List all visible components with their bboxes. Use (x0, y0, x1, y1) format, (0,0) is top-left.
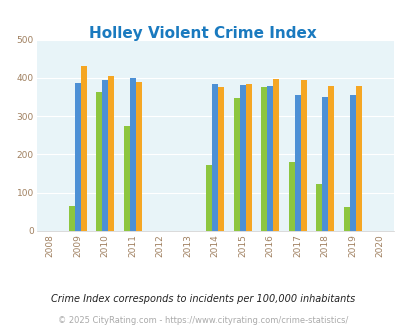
Bar (300, 80, 306, 231)
Bar (233, 98, 239, 231)
Bar (75, 83, 81, 231)
Bar (288, 162, 294, 231)
Bar (239, 85, 245, 231)
Bar (108, 76, 114, 231)
Bar (294, 95, 300, 231)
Text: © 2025 CityRating.com - https://www.cityrating.com/crime-statistics/: © 2025 CityRating.com - https://www.city… (58, 316, 347, 325)
Bar (321, 97, 327, 231)
Bar (343, 207, 349, 231)
Bar (129, 78, 135, 231)
Bar (96, 92, 102, 231)
Bar (315, 183, 321, 231)
Text: Crime Index corresponds to incidents per 100,000 inhabitants: Crime Index corresponds to incidents per… (51, 294, 354, 304)
Bar (260, 87, 266, 231)
Bar (68, 206, 75, 231)
Bar (355, 85, 361, 231)
Bar (212, 84, 217, 231)
Bar (206, 165, 212, 231)
Bar (81, 66, 87, 231)
Bar (217, 87, 224, 231)
Text: Holley Violent Crime Index: Holley Violent Crime Index (89, 26, 316, 41)
Bar (273, 80, 279, 231)
Bar (266, 86, 273, 231)
Bar (327, 85, 333, 231)
Bar (245, 84, 251, 231)
Bar (124, 126, 129, 231)
Bar (135, 82, 141, 231)
Bar (349, 95, 355, 231)
Bar (102, 80, 108, 231)
